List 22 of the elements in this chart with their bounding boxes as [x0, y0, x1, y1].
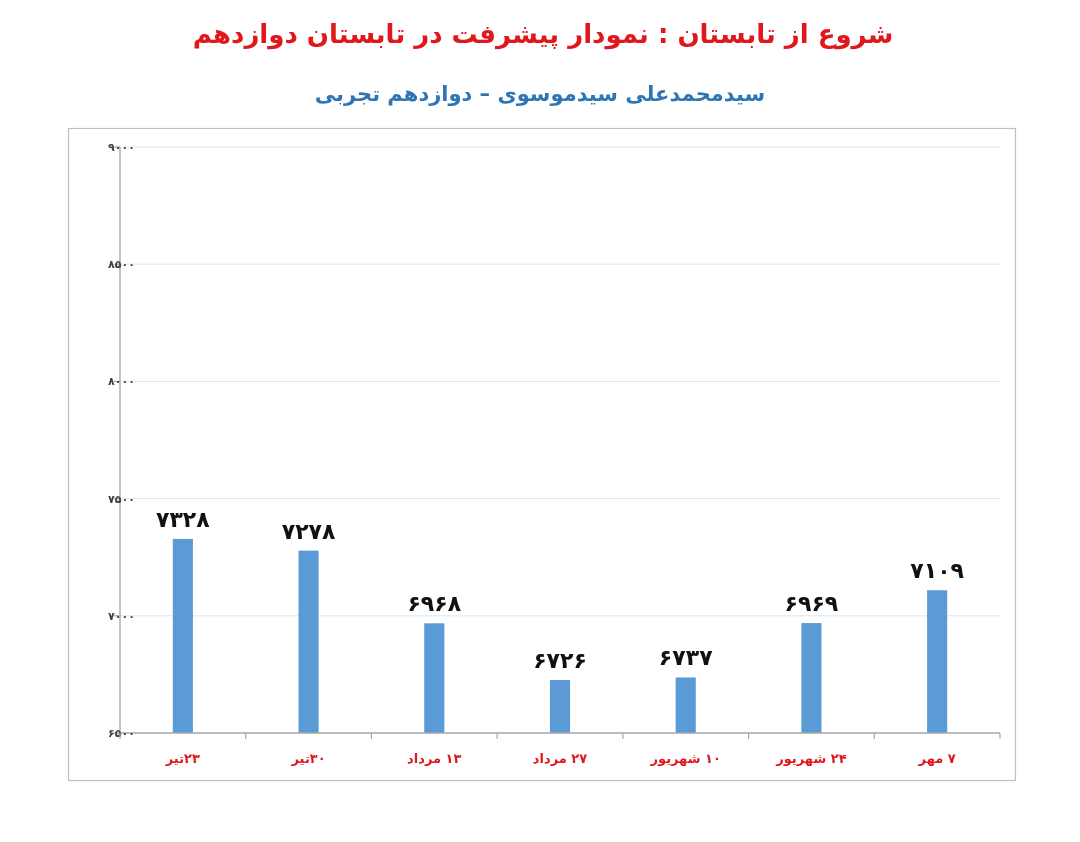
subtitle: سیدمحمدعلی سیدموسوی – دوازدهم تجربی [314, 82, 766, 106]
y-tick-label: ۷۰۰۰ [108, 609, 135, 623]
title: شروع از تابستان : نمودار پیشرفت در تابستان دوازدهم [192, 19, 894, 49]
y-tick-label: ۹۰۰۰ [108, 141, 135, 154]
x-tick-label: ۳۰تیر [291, 751, 326, 766]
value-label: ۶۷۳۷ [658, 645, 713, 671]
x-tick-label: ۲۷ مرداد [532, 751, 588, 766]
value-label: ۶۷۲۶ [533, 648, 587, 674]
x-tick-label: ۱۰ شهریور [650, 751, 721, 766]
value-label: ۷۳۲۸ [156, 506, 210, 532]
value-label: ۶۹۶۸ [407, 591, 462, 617]
y-tick-label: ۶۵۰۰ [108, 727, 135, 740]
x-tick-label: ۲۴ شهریور [776, 751, 847, 766]
x-tick-label: ۷ مهر [918, 751, 956, 766]
value-label: ۷۱۰۹ [910, 558, 964, 584]
value-label: ۶۹۶۹ [784, 591, 839, 617]
x-tick-label: ۲۳تیر [165, 751, 200, 766]
y-tick-label: ۸۵۰۰ [108, 258, 135, 272]
value-label: ۷۲۷۸ [281, 518, 336, 544]
y-tick-label: ۷۵۰۰ [108, 492, 135, 506]
y-tick-label: ۸۰۰۰ [108, 375, 135, 389]
x-tick-label: ۱۳ مرداد [407, 751, 462, 766]
